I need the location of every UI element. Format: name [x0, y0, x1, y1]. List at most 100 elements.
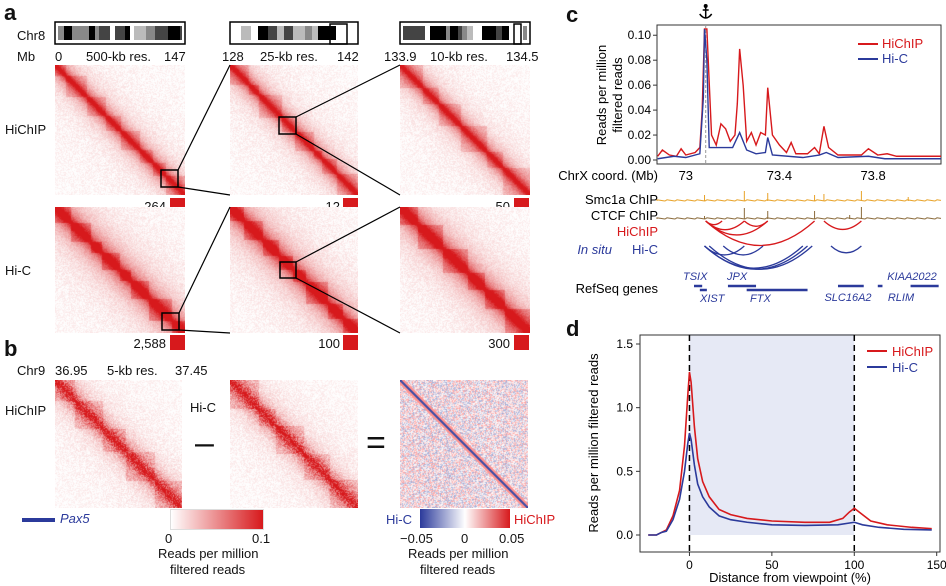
col1-start: 0 [55, 49, 63, 64]
colorbar-min: 0 [165, 531, 173, 546]
b-chromosome: Chr9 [17, 363, 46, 378]
track-label-hic: Hi-C [632, 242, 658, 257]
gene-label: FTX [750, 293, 771, 305]
ideogram-band [134, 26, 146, 40]
ideogram-band [318, 26, 325, 40]
heatmap-b-difference [400, 380, 528, 508]
gene-label: SLC16A2 [824, 292, 871, 304]
hichip-loop [743, 220, 769, 227]
ideogram-band [473, 26, 482, 40]
ideogram-band [425, 26, 430, 40]
ideogram-band [312, 26, 318, 40]
d-legend-label: Hi-C [892, 360, 918, 375]
hichip-loop [823, 220, 862, 231]
hichip-loop [705, 220, 816, 247]
ideogram-band [430, 26, 442, 40]
colorbar-label: Reads per million [408, 546, 509, 561]
c-ytick-label: 0.04 [628, 103, 652, 117]
c-series-hi-c [657, 28, 941, 160]
d-series-hichip [648, 371, 932, 536]
d-ytick-label: 1.5 [616, 337, 633, 351]
zoom-line [177, 64, 231, 171]
ideogram-band [523, 26, 527, 40]
ctcf-track [656, 217, 942, 220]
c-legend-label: Hi-C [882, 51, 908, 66]
chromosome-ideogram [54, 21, 186, 45]
gene-label: XIST [699, 293, 726, 305]
chart-d: Reads per million filtered reads Distanc… [586, 334, 946, 585]
d-legend-label: HiChIP [892, 344, 933, 359]
d-ytick-label: 0.5 [616, 464, 633, 478]
track-label-insitu: In situ [577, 242, 612, 257]
zoom-line [295, 64, 401, 118]
heatmap-b-hichip [55, 380, 182, 508]
d-series-hi-c [648, 432, 932, 536]
ideogram-band [233, 26, 241, 40]
colorbar-difference [420, 509, 510, 528]
heatmap-hichip-10kb [400, 65, 530, 195]
ideogram-band [413, 26, 425, 40]
gene-label: KIAA2022 [887, 271, 937, 283]
panel-label-d: d [566, 316, 580, 341]
ideogram-band [492, 26, 496, 40]
c-ytick-label: 0.02 [628, 128, 652, 142]
ideogram-band [277, 26, 284, 40]
ideogram-band [155, 26, 163, 40]
zoom-box [160, 169, 179, 188]
c-ytick-label: 0.10 [628, 28, 652, 42]
zoom-line [178, 206, 231, 314]
d-xtick-label: 0 [686, 558, 693, 572]
max-value: 300 [488, 336, 510, 351]
ideogram-band [146, 26, 155, 40]
heatmap-hichip-25kb [230, 65, 358, 195]
shaded-region [689, 334, 855, 535]
d-plot-frame [639, 334, 941, 553]
heatmap-hichip-500kb [55, 65, 185, 195]
zoom-box [279, 261, 297, 279]
track-label-smc1a: Smc1a ChIP [585, 192, 658, 207]
c-xtick-label: 73.8 [860, 168, 885, 183]
equals-sign: = [366, 424, 386, 462]
colorbar-tick: 0 [461, 531, 469, 546]
d-xlabel: Distance from viewpoint (%) [709, 570, 871, 585]
ideogram-band [180, 26, 182, 40]
ideogram-band [105, 26, 110, 40]
c-xtick-label: 73 [679, 168, 693, 183]
zoom-box [161, 312, 180, 331]
heatmap-hic-500kb [55, 207, 185, 333]
ideogram-band [241, 26, 251, 40]
unit-label: Mb [17, 49, 36, 64]
max-color-swatch [343, 335, 358, 350]
ideogram-band [95, 26, 99, 40]
ideogram-band [258, 26, 268, 40]
ideogram-band [64, 26, 72, 40]
ideogram-band [403, 26, 413, 40]
ideogram-band [99, 26, 105, 40]
col2-end: 142 [337, 49, 359, 64]
col1-end: 147 [164, 49, 186, 64]
colorbar-label: filtered reads [170, 562, 246, 577]
panel-label-b: b [4, 336, 18, 361]
b-end: 37.45 [175, 363, 208, 378]
chart-c: Reads per million filtered reads ChrX co… [558, 4, 942, 305]
smc1a-track [656, 199, 942, 202]
colorbar-max: 0.1 [252, 531, 271, 546]
zoom-line [295, 133, 401, 196]
track-label-genes: RefSeq genes [576, 281, 659, 296]
ideogram-band [268, 26, 272, 40]
ideogram-band [168, 26, 180, 40]
ideogram-band [467, 26, 473, 40]
chromosome-label: Chr8 [17, 28, 46, 43]
col3-start: 133.9 [384, 49, 417, 64]
ideogram-band [482, 26, 492, 40]
ideogram-frame [229, 21, 359, 45]
minus-sign: – [195, 424, 214, 462]
ideogram-region-box [513, 23, 522, 45]
track-label-ctcf: CTCF ChIP [591, 208, 658, 223]
ideogram-band [130, 26, 134, 40]
hic-loop [722, 245, 764, 256]
col3-res: 10-kb res. [430, 49, 488, 64]
